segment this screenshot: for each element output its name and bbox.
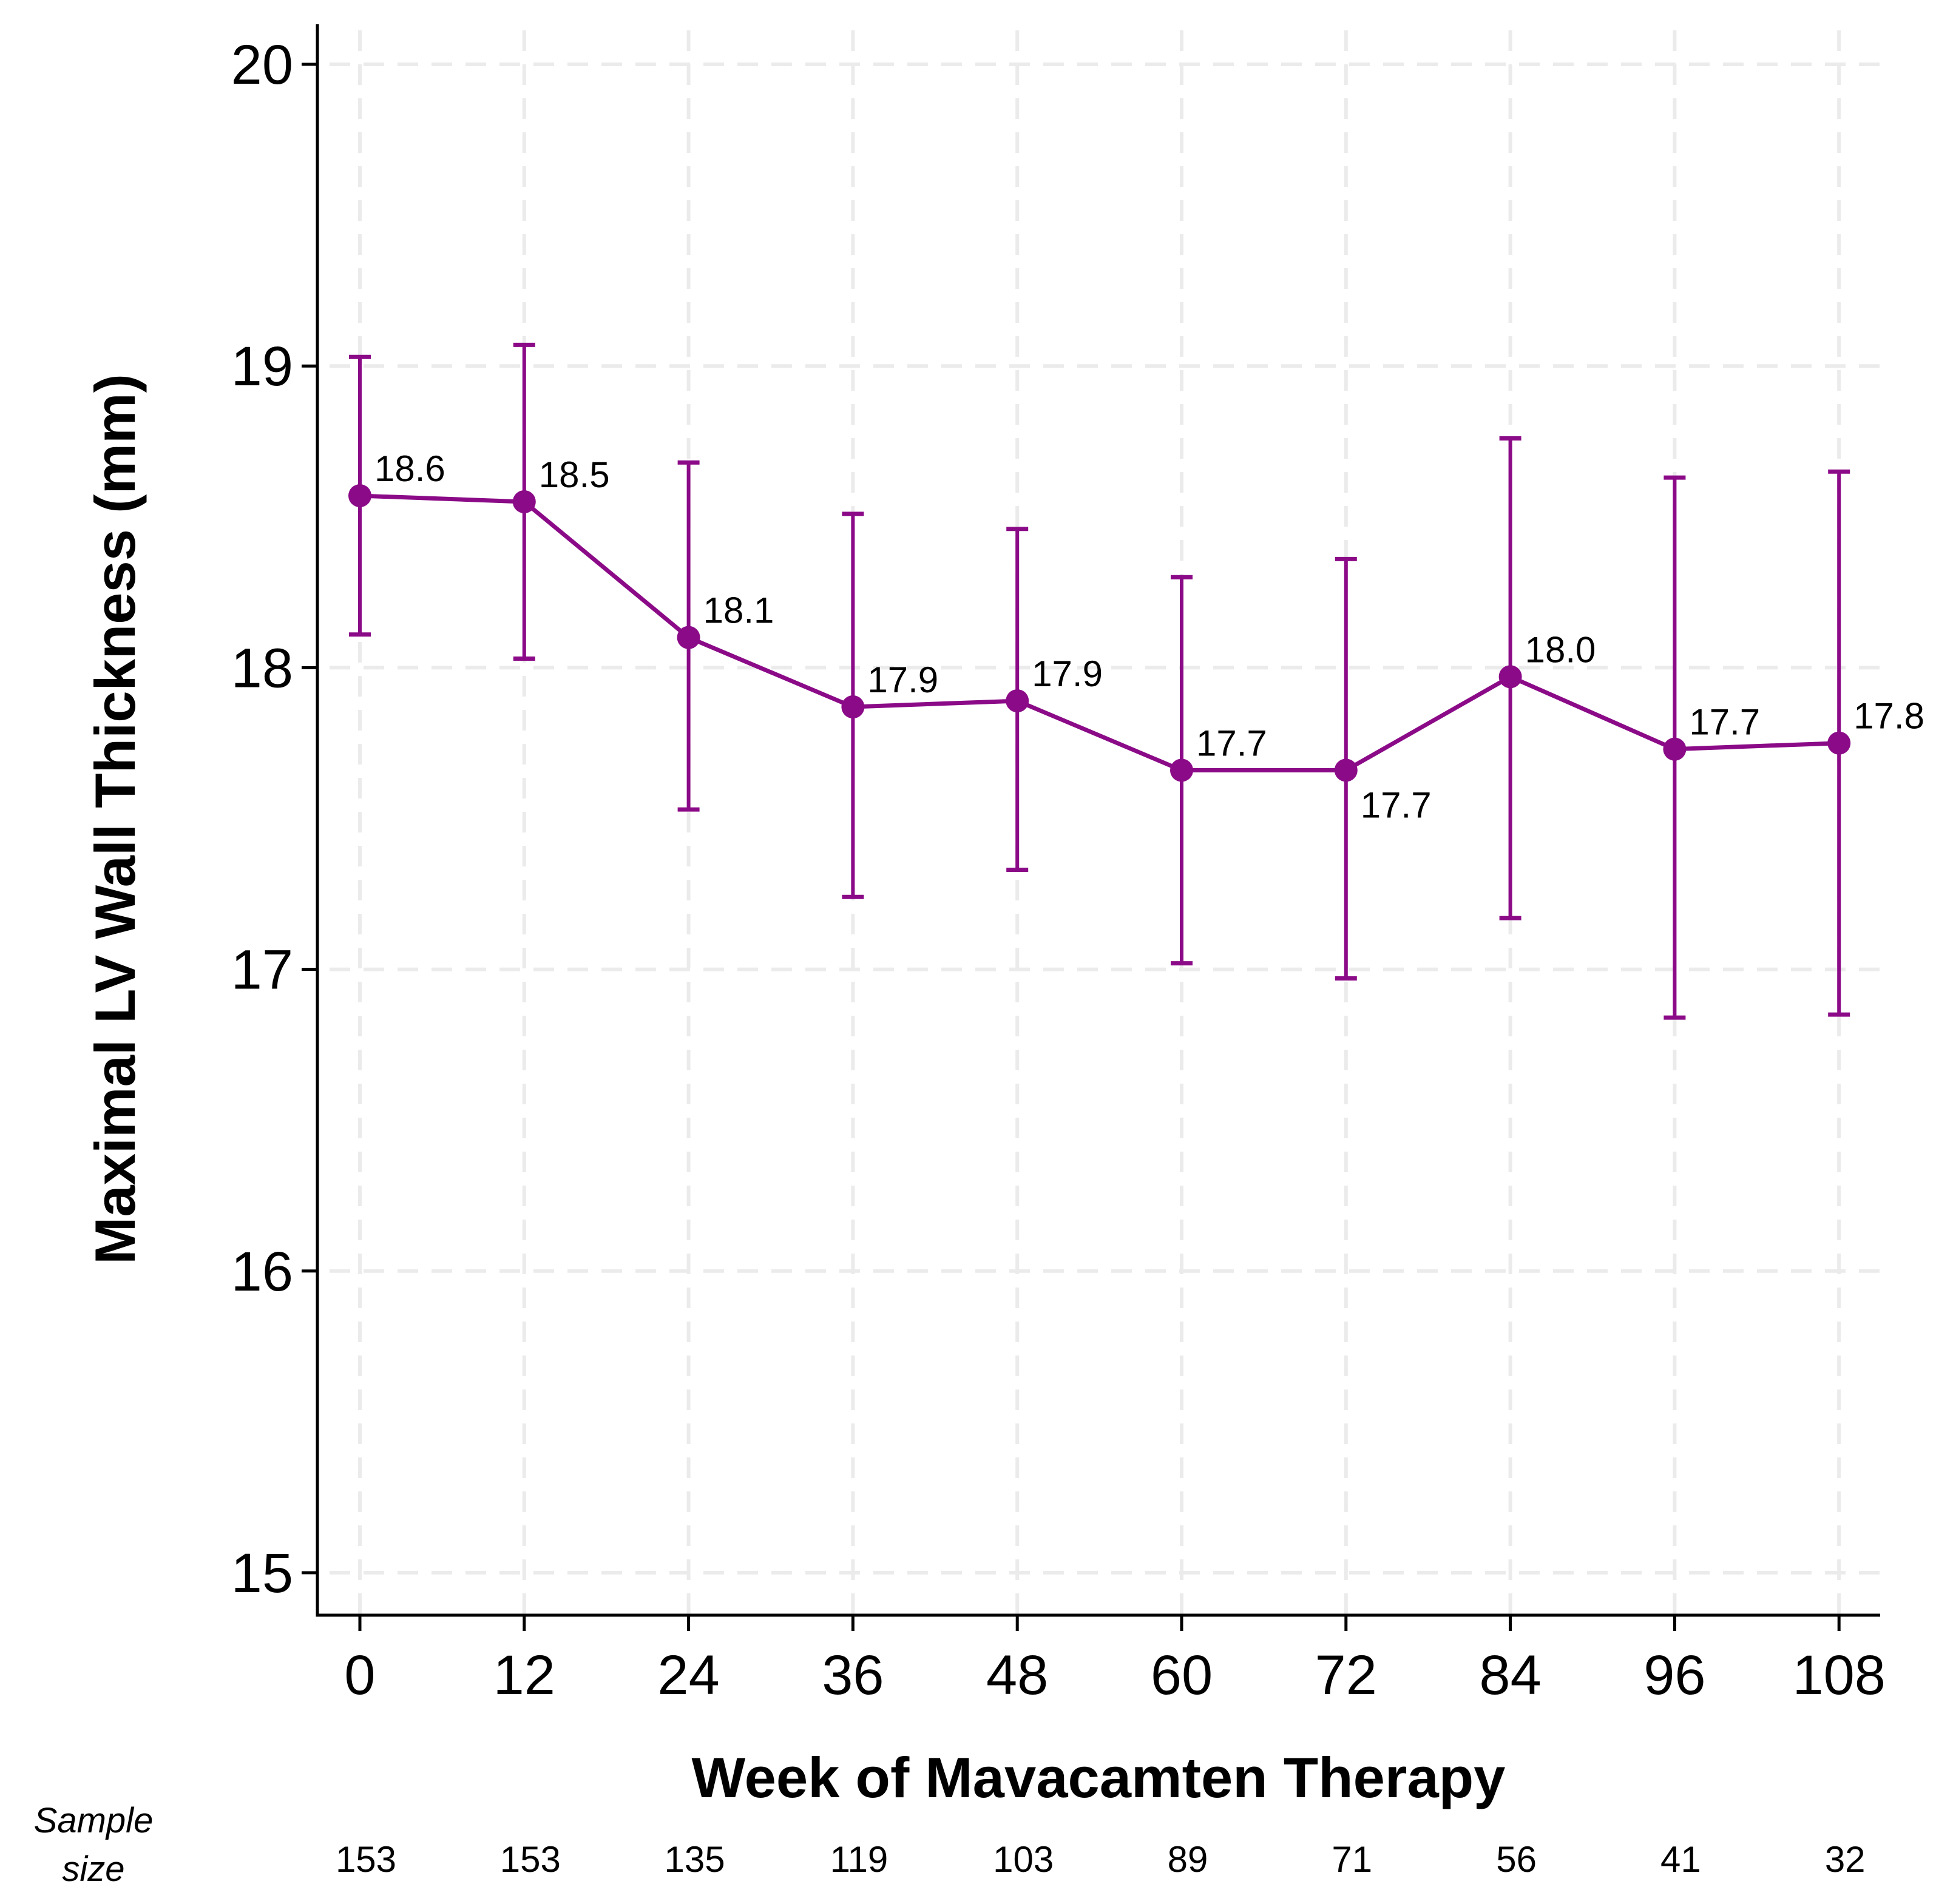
data-point (1663, 737, 1687, 761)
data-label: 18.1 (703, 590, 774, 631)
data-point (841, 695, 865, 719)
data-point (348, 484, 371, 507)
y-tick-label: 17 (231, 939, 293, 1001)
x-tick-label: 60 (1151, 1644, 1213, 1706)
grid (330, 30, 1880, 1615)
data-point (1498, 665, 1522, 689)
y-tick-label: 18 (231, 637, 293, 699)
sample-size-value: 71 (1332, 1839, 1372, 1880)
data-point (677, 626, 700, 649)
y-tick-label: 19 (231, 336, 293, 397)
data-label: 17.9 (867, 660, 938, 700)
sample-size-value: 153 (336, 1839, 396, 1880)
x-tick-label: 48 (986, 1644, 1048, 1706)
sample-size-value: 89 (1168, 1839, 1208, 1880)
y-axis-ticks: 15 16 17 18 19 20 (231, 34, 317, 1604)
y-tick-label: 15 (231, 1542, 293, 1604)
data-point (512, 490, 536, 513)
data-label: 17.7 (1196, 723, 1267, 763)
data-label: 18.6 (374, 448, 445, 489)
x-axis-ticks: 0 12 24 36 48 60 72 84 96 108 (344, 1615, 1886, 1706)
data-point (1334, 758, 1358, 782)
sample-size-value: 41 (1660, 1839, 1701, 1880)
data-labels: 18.6 18.5 18.1 17.9 17.9 17.7 17.7 18.0 17.7 17.8 (374, 448, 1924, 825)
series (348, 342, 1851, 1020)
data-label: 18.5 (539, 454, 610, 495)
x-tick-label: 24 (657, 1644, 719, 1706)
y-tick-label: 20 (231, 34, 293, 96)
x-tick-label: 108 (1792, 1644, 1886, 1706)
data-label: 17.7 (1361, 785, 1432, 825)
sample-size-value: 135 (665, 1839, 725, 1880)
data-label: 17.7 (1689, 702, 1760, 743)
sample-size-header-line2: size (62, 1849, 124, 1889)
x-tick-label: 0 (344, 1644, 375, 1706)
axes (316, 24, 1880, 1617)
x-tick-label: 36 (822, 1644, 884, 1706)
x-tick-label: 96 (1643, 1644, 1705, 1706)
y-axis-title: Maximal LV Wall Thickness (mm) (83, 374, 147, 1264)
sample-size-value: 153 (500, 1839, 561, 1880)
x-tick-label: 84 (1479, 1644, 1541, 1706)
series-line (359, 493, 1840, 772)
x-axis-title: Week of Mavacamten Therapy (692, 1746, 1506, 1809)
data-label: 18.0 (1525, 629, 1596, 670)
sample-size-header-line1: Sample (34, 1801, 154, 1840)
sample-size-row: 153 153 135 119 103 89 71 56 41 32 (336, 1839, 1866, 1880)
data-point (1827, 731, 1851, 755)
axis-frame (316, 24, 1880, 1617)
data-label: 17.8 (1853, 696, 1924, 737)
data-point (1006, 689, 1029, 713)
sample-size-value: 103 (993, 1839, 1054, 1880)
sample-size-value: 119 (830, 1839, 888, 1880)
x-tick-label: 12 (493, 1644, 555, 1706)
data-label: 17.9 (1032, 653, 1103, 694)
y-tick-label: 16 (231, 1241, 293, 1303)
x-tick-label: 72 (1315, 1644, 1377, 1706)
data-point (1170, 758, 1193, 782)
sample-size-value: 32 (1825, 1839, 1866, 1880)
sample-size-value: 56 (1496, 1839, 1537, 1880)
